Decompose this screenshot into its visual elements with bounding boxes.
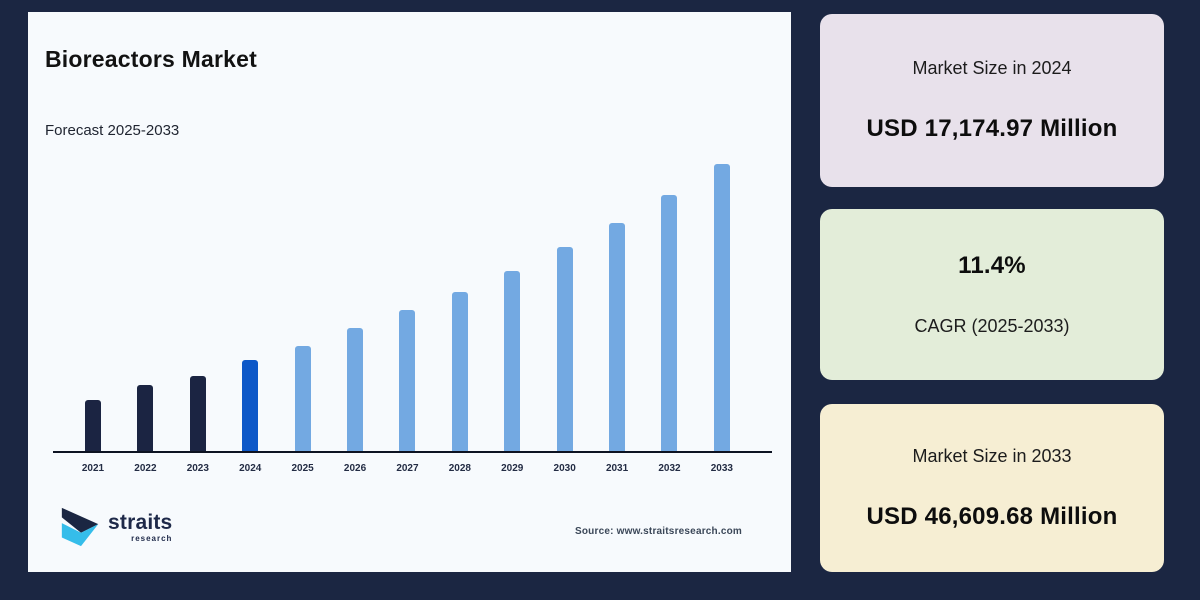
bar-2032	[661, 195, 678, 453]
bar-2030	[556, 247, 573, 453]
stat-card-value: USD 46,609.68 Million	[866, 502, 1118, 530]
bar-group-2024: 2024	[233, 360, 267, 475]
bar-2031	[609, 223, 626, 453]
bar-group-2023: 2023	[181, 376, 215, 475]
x-axis-line	[53, 451, 772, 453]
stat-card-market-size-2024: Market Size in 2024 USD 17,174.97 Millio…	[820, 14, 1164, 187]
bar-2023	[189, 376, 206, 453]
bar-group-2021: 2021	[76, 400, 110, 475]
stat-card-market-size-2033: Market Size in 2033 USD 46,609.68 Millio…	[820, 404, 1164, 572]
bar-2028	[451, 292, 468, 453]
logo-sub-text: research	[131, 533, 173, 543]
bar-group-2027: 2027	[390, 310, 424, 475]
bar-2025	[294, 346, 311, 453]
bar-group-2028: 2028	[443, 292, 477, 475]
stat-card-label: CAGR (2025-2033)	[914, 316, 1070, 336]
stat-card-label: Market Size in 2033	[912, 445, 1072, 466]
x-tick-2027: 2027	[396, 463, 419, 474]
straits-logo-icon	[61, 507, 99, 547]
x-tick-2032: 2032	[658, 463, 681, 474]
logo-wordmark: straits research	[108, 510, 173, 543]
bar-group-2031: 2031	[600, 223, 634, 475]
x-tick-2023: 2023	[186, 463, 209, 474]
bar-group-2033: 2033	[705, 164, 739, 475]
x-tick-2028: 2028	[448, 463, 471, 474]
source-text: Source: www.straitsresearch.com	[575, 526, 743, 537]
x-tick-2022: 2022	[134, 463, 157, 474]
bar-2033	[713, 164, 730, 453]
bar-2029	[504, 271, 521, 453]
bar-2021	[85, 400, 101, 453]
x-tick-2024: 2024	[239, 463, 262, 474]
bar-group-2030: 2030	[548, 247, 582, 475]
bar-2026	[347, 328, 364, 453]
stat-card-value: 11.4%	[958, 252, 1026, 279]
chart-panel: Bioreactors Market Forecast 2025-2033 20…	[28, 12, 791, 572]
chart-subtitle: Forecast 2025-2033	[45, 122, 180, 139]
bar-2027	[399, 310, 416, 453]
stat-card-value: USD 17,174.97 Million	[866, 115, 1118, 142]
logo-brand-text: straits	[108, 510, 173, 534]
bar-chart: 2021 2022 2023 2024 2025 2026 2027 2028 2029 2030…	[76, 164, 739, 475]
bar-group-2032: 2032	[652, 195, 686, 475]
x-tick-2031: 2031	[605, 463, 629, 474]
bar-2024	[242, 360, 259, 453]
x-tick-2021: 2021	[81, 463, 105, 474]
straits-research-logo: straits research	[58, 504, 172, 550]
bar-2022	[137, 385, 154, 453]
stat-card-cagr: 11.4% CAGR (2025-2033)	[820, 209, 1164, 380]
bar-group-2026: 2026	[338, 328, 372, 475]
x-tick-2026: 2026	[343, 463, 367, 474]
bar-group-2022: 2022	[128, 385, 162, 475]
x-tick-2025: 2025	[291, 463, 314, 474]
bar-group-2025: 2025	[286, 346, 320, 475]
x-tick-2030: 2030	[553, 463, 576, 474]
x-tick-2033: 2033	[710, 463, 733, 474]
bar-group-2029: 2029	[495, 271, 529, 475]
page-title: Bioreactors Market	[45, 46, 257, 72]
stat-card-label: Market Size in 2024	[912, 58, 1072, 78]
x-tick-2029: 2029	[501, 463, 524, 474]
